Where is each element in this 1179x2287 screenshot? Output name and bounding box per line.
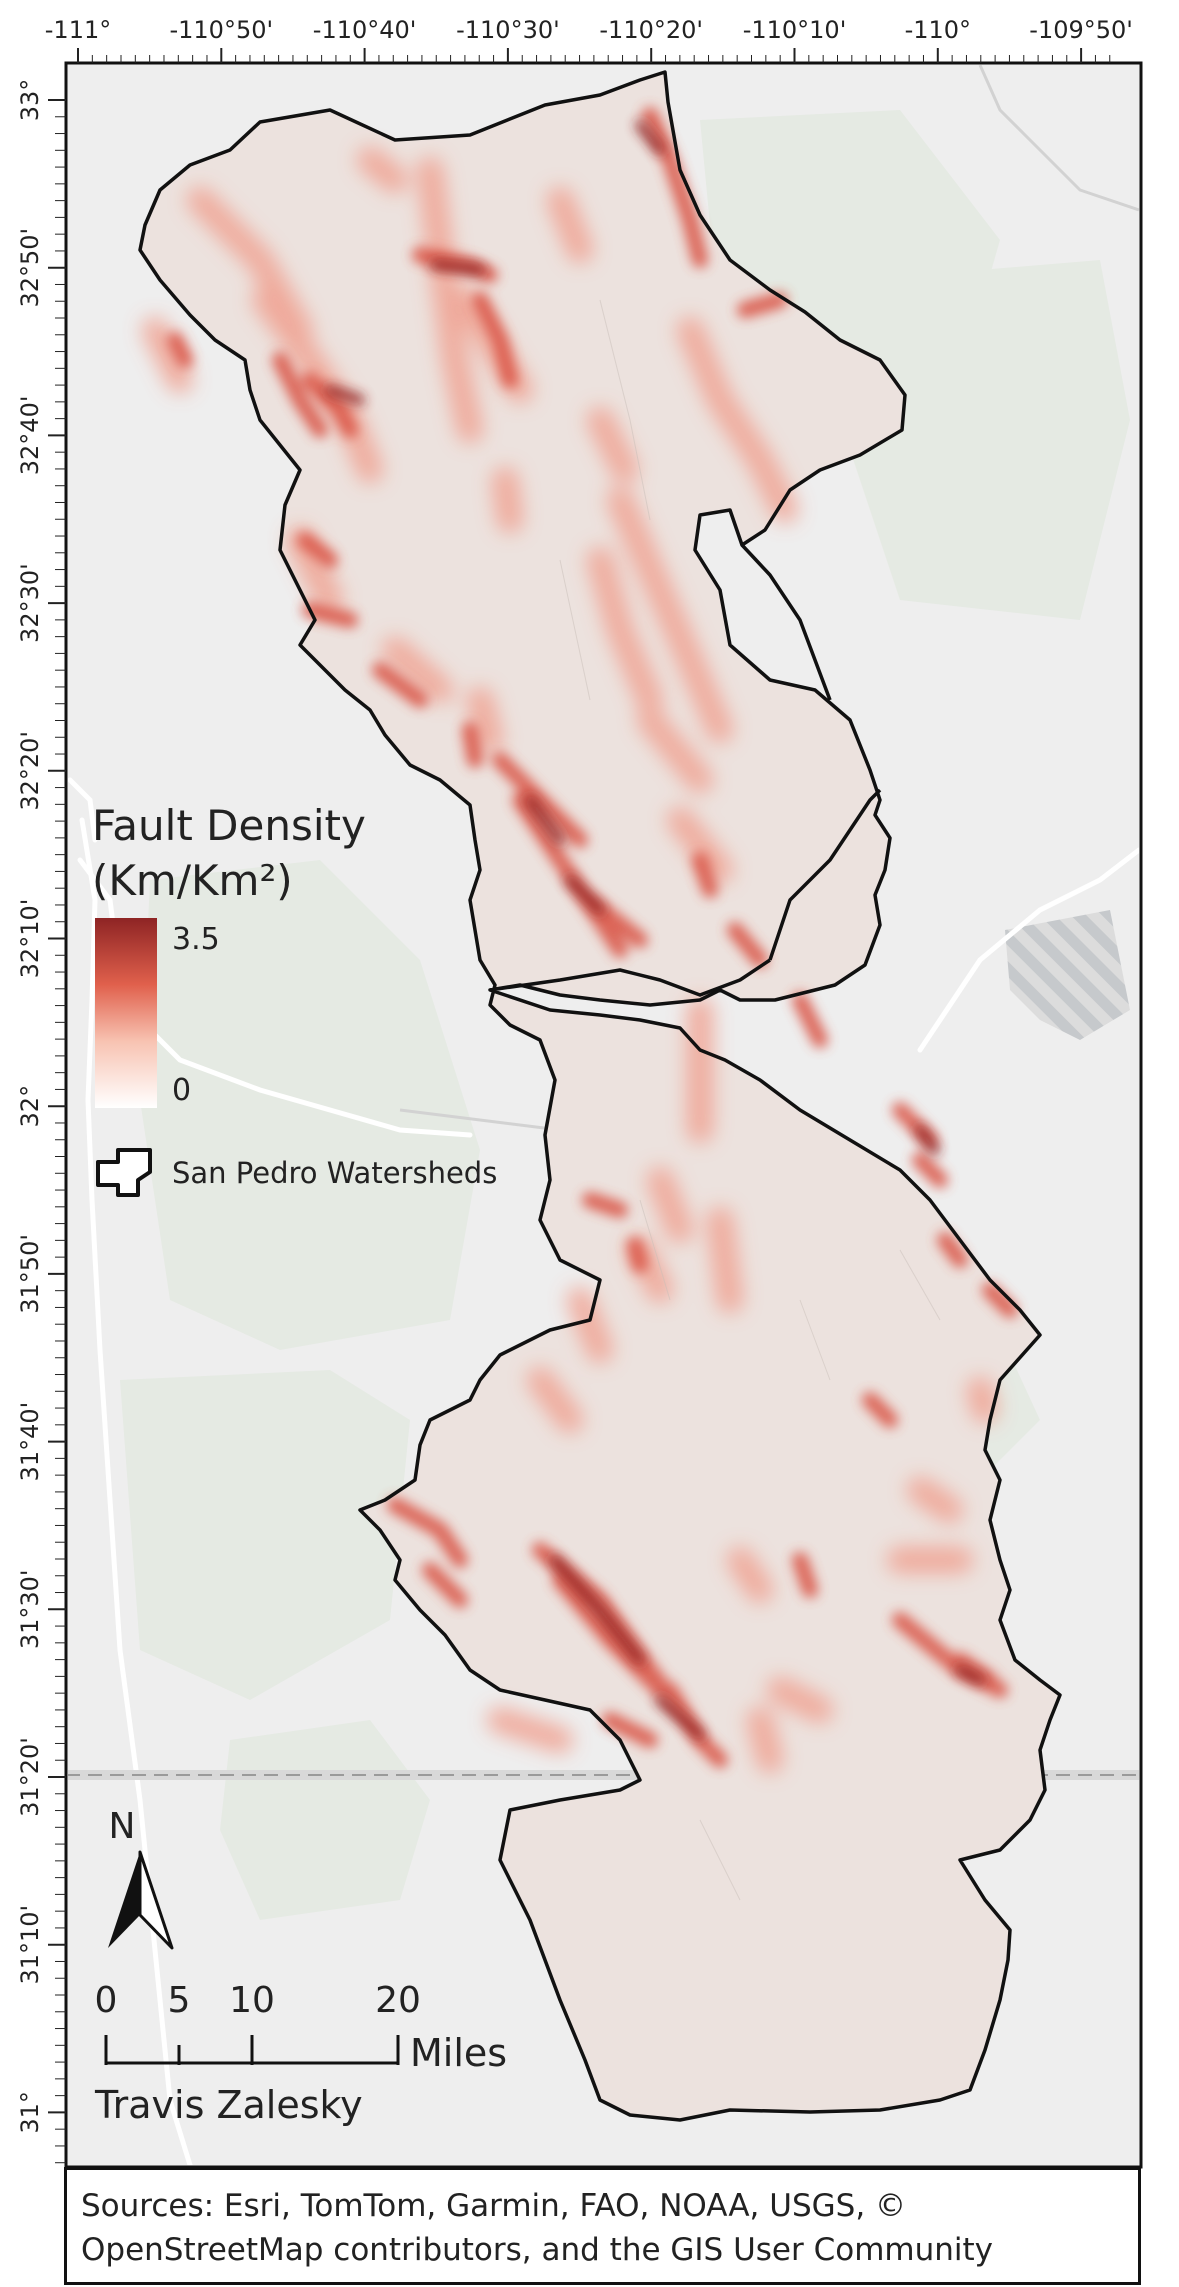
latitude-tick-label: 31°20' [16,1737,44,1817]
legend-watersheds-label: San Pedro Watersheds [172,1156,497,1190]
longitude-tick-label: -111° [45,16,111,44]
legend-max-value: 3.5 [172,922,220,957]
latitude-tick-label: 31°30' [16,1569,44,1649]
scale-tick-10: 10 [229,1980,275,2021]
watershed-outlines [138,70,1062,2122]
scale-tick-0: 0 [95,1980,118,2021]
longitude-tick-label: -110°50' [169,16,273,44]
scale-bar: 0 5 10 20 Miles [95,1980,508,2075]
fault-density-layer [142,107,1018,1773]
scale-unit: Miles [410,2031,507,2075]
scale-tick-20: 20 [375,1980,421,2021]
hillshade-texture [559,299,941,1901]
north-arrow-icon [108,1850,174,1950]
watershed-symbol-icon [96,1148,152,1197]
longitude-axis: -111° -110°50' -110°40' -110°30' -110°20' -11… [45,16,1133,63]
north-label: N [109,1806,136,1847]
restricted-area-hatch [1005,910,1130,1040]
author-credit: Travis Zalesky [94,2083,363,2127]
longitude-tick-label: -110°40' [313,16,417,44]
latitude-tick-label: 31°10' [16,1905,44,1985]
legend-min-value: 0 [172,1073,191,1108]
latitude-tick-label: 31°40' [16,1402,44,1482]
latitude-tick-label: 31°50' [16,1234,44,1314]
longitude-tick-label: -109°50' [1029,16,1133,44]
sources-box: Sources: Esri, TomTom, Garmin, FAO, NOAA… [64,2167,1141,2285]
latitude-axis: 33° 32°50' 32°40' 32°30' 32°20' 32°10' 32° 31°5… [16,79,66,2164]
latitude-tick-label: 32° [16,1085,44,1128]
north-arrow: N [108,1806,174,1950]
latitude-tick-label: 32°50' [16,228,44,308]
latitude-tick-label: 32°30' [16,563,44,643]
longitude-tick-label: -110°10' [743,16,847,44]
latitude-tick-label: 32°20' [16,731,44,811]
latitude-tick-label: 32°40' [16,396,44,476]
sources-line2: OpenStreetMap contributors, and the GIS … [81,2232,994,2268]
scale-bar-lines [104,2035,400,2065]
latitude-tick-label: 32°10' [16,899,44,979]
longitude-tick-label: -110° [905,16,971,44]
legend: Fault Density (Km/Km²) 3.5 0 San Pedro W… [92,801,497,1197]
legend-title-line2: (Km/Km²) [92,856,293,905]
watershed-fill [140,72,1060,2120]
legend-title-line1: Fault Density [92,801,366,850]
longitude-tick-label: -110°20' [599,16,703,44]
latitude-tick-label: 31° [16,2091,44,2134]
sources-line1: Sources: Esri, TomTom, Garmin, FAO, NOAA… [81,2188,907,2224]
latitude-tick-label: 33° [16,79,44,122]
international-border [68,1770,1139,1780]
longitude-tick-label: -110°30' [456,16,560,44]
scale-tick-5: 5 [168,1980,191,2021]
density-color-ramp [95,918,157,1108]
